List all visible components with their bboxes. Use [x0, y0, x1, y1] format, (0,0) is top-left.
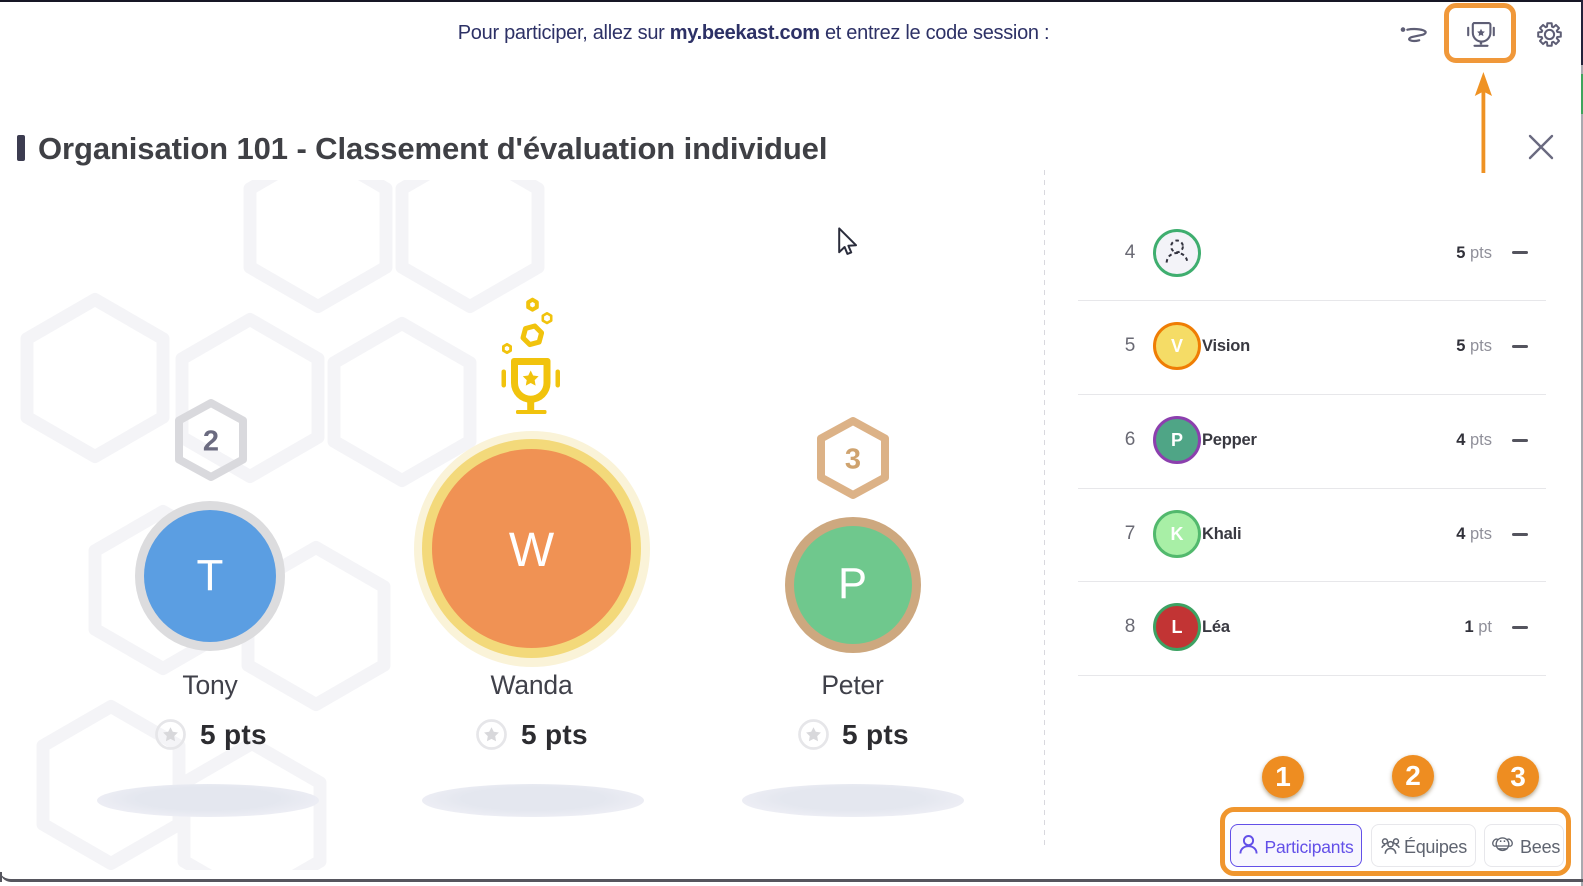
- svg-text:3: 3: [845, 444, 861, 476]
- svg-text:2: 2: [203, 426, 219, 458]
